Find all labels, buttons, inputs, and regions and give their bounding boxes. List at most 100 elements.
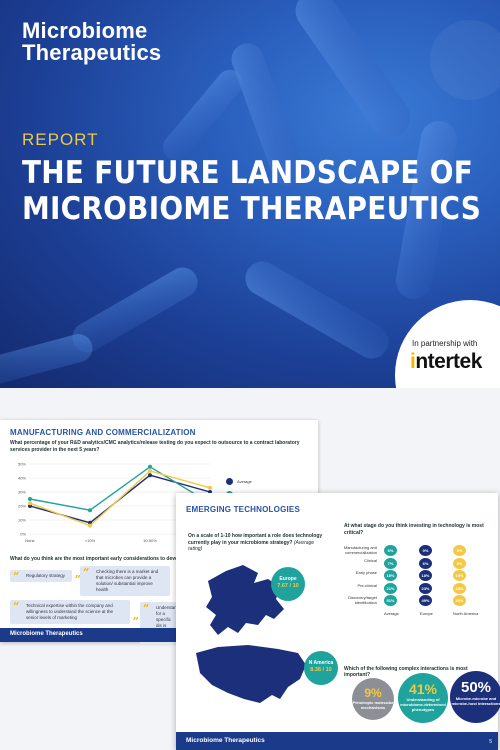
quote-open-icon: “ [83,566,90,579]
intertek-logo-i: i [410,350,416,373]
stage-value-avg: 51% [384,595,397,606]
stage-value-avg: 21% [384,582,397,594]
stage-row: Manufacturing and commercialization 6% 0% 8… [342,545,494,557]
survey-question-3: Which of the following complex interacti… [344,666,468,678]
stage-value-avg: 7% [384,557,397,569]
series-point [28,501,32,506]
quote-text: Regulatory strategy [26,573,66,578]
column-label-europe: Europe [420,611,433,616]
stage-value-na: 28% [453,582,466,594]
quote-close-icon: ” [132,615,139,628]
region-map [196,565,306,703]
preview-page-emerging-technologies: EMERGING TECHNOLOGIES On a scale of 1-10… [176,493,500,750]
quote-text: Checking there is a market and that micr… [96,569,159,592]
y-tick-label: 30% [18,490,26,495]
stage-value-eu: 23% [419,582,432,594]
section-title: MANUFACTURING AND COMMERCIALIZATION [10,428,196,437]
hero-banner: Microbiome Therapeutics REPORT THE FUTUR… [0,0,500,388]
europe-score: 7.67 / 10 [277,583,299,589]
quote-card: “ Regulatory strategy ” [10,570,81,585]
stage-label: Early phase [355,570,377,575]
survey-question: On a scale of 1-10 how important a role … [188,533,328,553]
question-note: (Average rating) [188,539,315,553]
interaction-circle-3: 50% Microbe-microbe and microbe-host int… [450,671,500,723]
x-tick-label: None [25,538,35,543]
y-tick-label: 20% [18,504,26,509]
interaction-pct: 50% [460,679,492,696]
stage-label: Discovery/target identification [348,595,377,605]
y-tick-label: 10% [18,518,26,523]
stage-value-na: 49% [453,595,466,606]
series-point [28,497,32,501]
outsourcing-line-chart: 50%40%30%20%10%0%None<10%10-50%>50% [18,462,216,544]
stage-value-na: 10% [453,570,466,581]
brand-logo: Microbiome Therapeutics [22,20,161,64]
na-score: 8.38 / 10 [310,667,332,673]
quote-open-icon: “ [143,602,150,615]
survey-question-2: What do you think are the most important… [10,556,202,562]
na-rating-badge: N America 8.38 / 10 [304,651,338,685]
interaction-desc: Understanding of microbiome-determined p… [400,697,446,712]
stage-row: Clinical 7% 6% 8% [342,557,494,570]
stage-label: Manufacturing and commercialization [343,545,377,555]
column-label-na: North America [453,611,479,616]
intertek-logo: intertek [410,350,482,374]
y-tick-label: 50% [18,462,26,467]
europe-map-shape [206,565,284,635]
na-label: N America [308,660,334,666]
page-number: 5 [489,739,492,745]
report-label: REPORT [22,130,99,149]
partner-text: In partnership with [412,339,478,348]
stage-label: Clinical [364,557,377,563]
report-title: THE FUTURE LANDSCAPE OF MICROBIOME THERA… [22,155,481,227]
interaction-desc: Microbe-microbe and microbe-host interac… [451,696,500,706]
x-tick-label: 10-50% [143,538,157,543]
quote-close-icon: ” [74,573,81,586]
footer-brand: Microbiome Therapeutics [186,737,265,744]
interaction-pct: 41% [408,681,438,697]
interaction-circle-2: 41% Understanding of microbiome-determin… [398,673,448,723]
interaction-circle-1: 9% Pleiotropic molecular mechanisms [352,678,394,720]
x-tick-label: <10% [85,538,96,543]
intertek-logo-rest: ntertek [415,350,482,373]
stage-value-eu: 6% [419,557,432,569]
stage-value-avg: 6% [384,545,397,556]
bacteria-background-illustration [0,0,457,386]
stage-value-na: 8% [453,545,466,556]
stage-row: Early phase 15% 18% 10% [342,570,494,582]
quote-text: Technical expertise within the company a… [26,603,114,620]
stage-value-eu: 49% [419,595,432,606]
stage-row: Discovery/target identification 51% 49% 49% [342,595,494,607]
quote-card: “ Technical expertise within the company… [10,600,139,627]
report-title-line-1: THE FUTURE LANDSCAPE OF [22,155,474,191]
section-title: EMERGING TECHNOLOGIES [186,505,300,514]
stage-value-eu: 0% [419,545,432,556]
legend-label: Average [237,479,252,484]
survey-question: What percentage of your R&D analytics/CM… [10,440,300,453]
series-line [29,470,211,527]
series-point [148,469,152,473]
series-point [88,508,92,513]
series-point [148,473,152,478]
page-footer: Microbiome Therapeutics 5 [176,732,498,750]
column-label-average: Average [384,611,399,616]
survey-question-2: At what stage do you think investing in … [344,523,484,536]
y-tick-label: 0% [20,532,26,537]
stage-label: Pre-clinical [357,582,377,588]
stage-row: Pre-clinical 21% 23% 28% [342,582,494,595]
brand-line-1: Microbiome [22,18,148,43]
series-point [208,485,212,490]
north-america-map-shape [196,645,306,703]
stage-value-na: 8% [453,557,466,569]
series-point [28,504,32,508]
quote-card: “ Checking there is a market and that mi… [80,566,170,596]
interaction-desc: Pleiotropic molecular mechanisms [352,700,394,710]
brand-line-2: Therapeutics [22,40,162,65]
interaction-pct: 9% [364,686,382,700]
stage-value-avg: 15% [384,570,397,581]
series-point [148,464,152,469]
y-tick-label: 40% [18,476,26,481]
series-line [29,465,211,511]
europe-label: Europe [279,576,297,582]
